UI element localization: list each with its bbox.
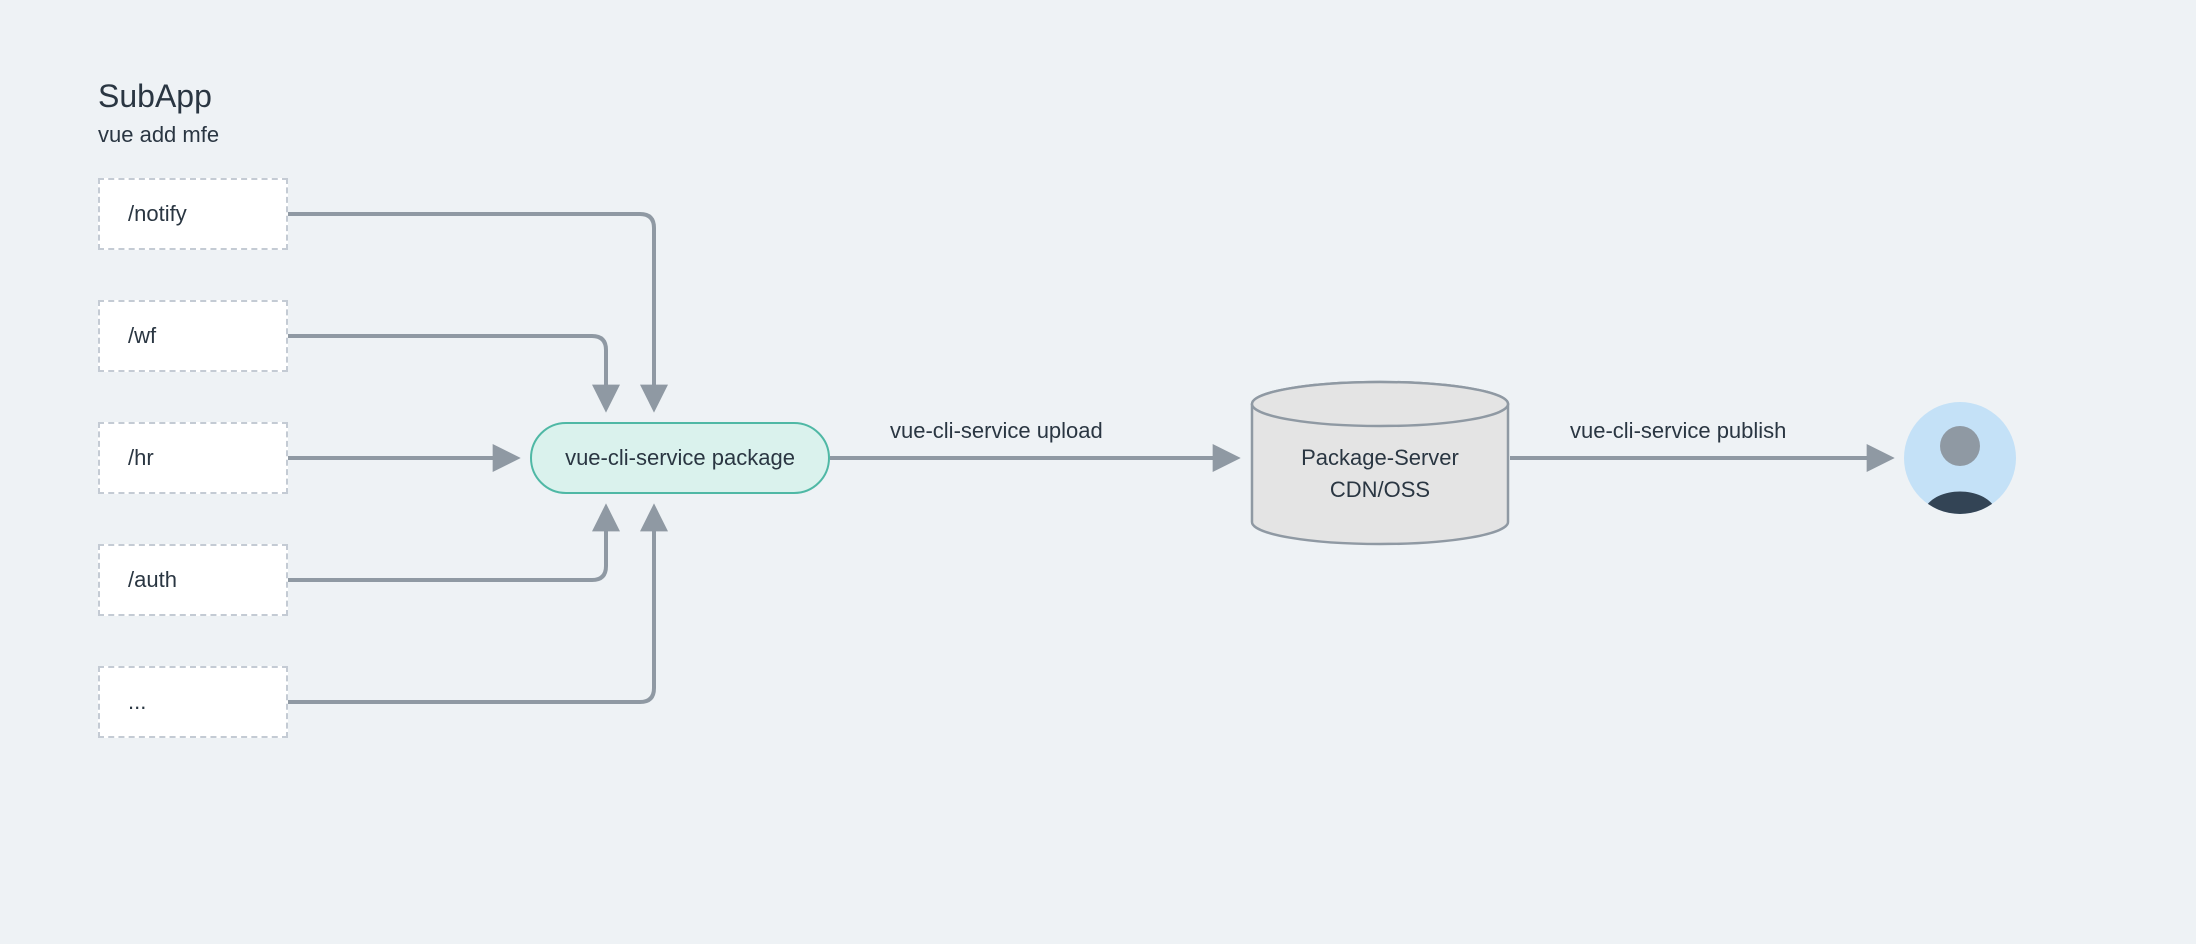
user-icon bbox=[1904, 402, 2016, 514]
server-label-line1: Package-Server bbox=[1301, 445, 1459, 470]
subapp-label: ... bbox=[128, 689, 146, 715]
server-node-label: Package-Server CDN/OSS bbox=[1250, 442, 1510, 506]
subapp-box: /notify bbox=[98, 178, 288, 250]
subapp-label: /auth bbox=[128, 567, 177, 593]
server-label-line2: CDN/OSS bbox=[1330, 477, 1430, 502]
subapp-label: /wf bbox=[128, 323, 156, 349]
edge-label-publish: vue-cli-service publish bbox=[1570, 418, 1786, 444]
subapp-box: /auth bbox=[98, 544, 288, 616]
user-node bbox=[1904, 402, 2016, 514]
connectors bbox=[0, 0, 2196, 944]
diagram-subtitle: vue add mfe bbox=[98, 122, 219, 148]
subapp-label: /hr bbox=[128, 445, 154, 471]
subapp-box: /hr bbox=[98, 422, 288, 494]
edge-label-upload: vue-cli-service upload bbox=[890, 418, 1103, 444]
package-node-label: vue-cli-service package bbox=[565, 445, 795, 471]
subapp-box: /wf bbox=[98, 300, 288, 372]
package-node: vue-cli-service package bbox=[530, 422, 830, 494]
server-node: Package-Server CDN/OSS bbox=[1250, 380, 1510, 546]
subapp-box: ... bbox=[98, 666, 288, 738]
diagram-canvas: SubApp vue add mfe /notify /wf /hr /auth… bbox=[0, 0, 2196, 944]
subapp-label: /notify bbox=[128, 201, 187, 227]
diagram-title: SubApp bbox=[98, 78, 212, 115]
